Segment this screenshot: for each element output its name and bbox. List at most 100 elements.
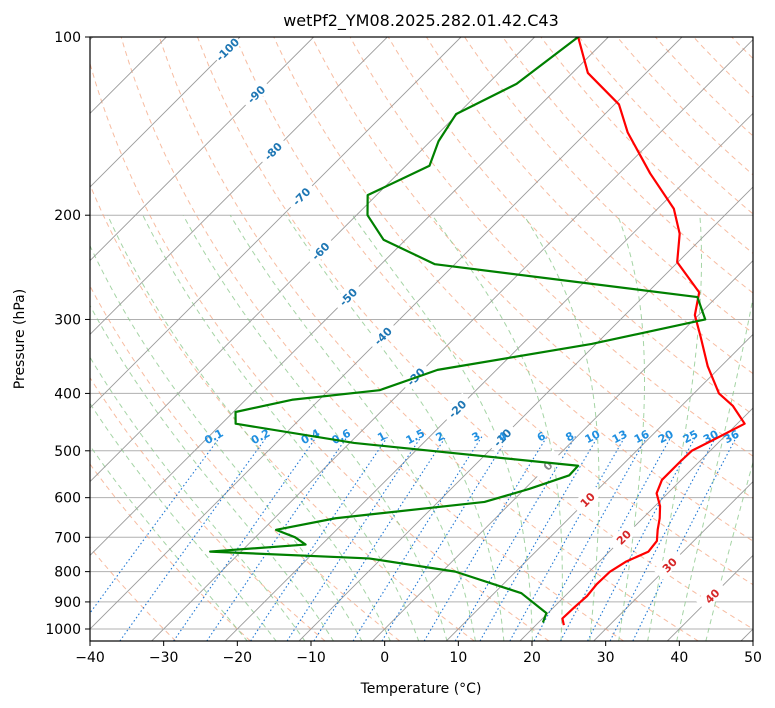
mixing-ratio-line xyxy=(560,436,672,641)
isotherm-line xyxy=(90,37,609,556)
isotherm-label-background xyxy=(399,360,431,392)
mixing-ratio-line xyxy=(173,436,318,641)
y-tick-label: 100 xyxy=(54,30,81,46)
moist-adiabat-line xyxy=(182,214,448,641)
y-tick-label: 900 xyxy=(54,595,81,611)
dry-adiabat-line xyxy=(311,37,753,499)
isotherm-line xyxy=(225,112,753,641)
isotherm-label-background xyxy=(571,483,603,515)
mixing-ratio-label: 16 xyxy=(632,427,652,446)
mixing-ratio-label: 13 xyxy=(610,428,630,447)
mixing-ratio-lines xyxy=(90,436,738,641)
mixing-ratio-line xyxy=(454,436,576,641)
moist-adiabat-line xyxy=(523,214,600,641)
y-tick-label: 400 xyxy=(54,386,81,402)
y-tick-label: 700 xyxy=(54,530,81,546)
x-axis-title: Temperature (°C) xyxy=(360,681,482,697)
mixing-ratio-line xyxy=(250,436,389,641)
mixing-ratio-label: 25 xyxy=(681,428,701,447)
moist-adiabat-line xyxy=(352,214,533,641)
x-tick-label: 10 xyxy=(449,650,467,666)
isotherms xyxy=(90,37,753,641)
mixing-ratio-line xyxy=(286,436,422,641)
mixing-ratio-label: 20 xyxy=(656,427,676,446)
moist-adiabat-line xyxy=(90,304,335,641)
y-tick-label: 500 xyxy=(54,444,81,460)
x-tick-label: −20 xyxy=(223,650,253,666)
dry-adiabat-line xyxy=(90,61,550,641)
y-tick-label: 1000 xyxy=(45,622,81,638)
moist-adiabat-line xyxy=(431,214,563,641)
profile-series xyxy=(209,37,746,626)
mixing-ratio-label: 30 xyxy=(701,427,721,446)
moist-adiabat-line xyxy=(676,295,753,641)
x-tick-label: −10 xyxy=(296,650,326,666)
moist-adiabat-line xyxy=(647,215,703,641)
isotherm-label-background xyxy=(441,392,473,424)
x-tick-label: 20 xyxy=(523,650,541,666)
x-tick-label: −30 xyxy=(149,650,179,666)
x-tick-label: 30 xyxy=(597,650,615,666)
x-axis: −40 −30 −20 −10 0 10 20 30 40 50 xyxy=(75,641,762,666)
isotherm-label-background xyxy=(256,135,288,167)
isotherm-label-background xyxy=(695,579,728,611)
mixing-ratio-line xyxy=(479,436,599,641)
moist-adiabat-line xyxy=(285,214,505,641)
mixing-ratio-line xyxy=(609,436,717,641)
moist-adiabat-line xyxy=(107,215,391,641)
dry-adiabat-line xyxy=(426,37,753,375)
mixing-ratio-line xyxy=(313,436,447,641)
moist-adiabats xyxy=(90,214,753,641)
moist-adiabat-line xyxy=(705,460,753,641)
dry-adiabat-line xyxy=(90,183,475,641)
isotherm-line xyxy=(151,39,753,641)
mixing-ratio-line xyxy=(423,436,548,641)
y-tick-label: 600 xyxy=(54,491,81,507)
temperature-line xyxy=(561,37,746,626)
mixing-ratio-line xyxy=(119,436,268,641)
y-axis: 100 200 300 400 500 600 700 800 900 1000 xyxy=(45,30,90,638)
dry-adiabat-line xyxy=(464,37,753,334)
x-tick-label: 40 xyxy=(670,650,688,666)
moist-adiabat-line xyxy=(90,356,306,641)
isotherm-label-background xyxy=(240,78,272,110)
isotherm-line xyxy=(298,186,753,641)
isotherm-line xyxy=(90,37,314,262)
y-tick-label: 300 xyxy=(54,312,81,328)
isotherm-label-background xyxy=(331,280,364,312)
moist-adiabat-line xyxy=(229,214,476,641)
isotherm-line xyxy=(90,37,241,188)
isotherm-label-background xyxy=(211,37,243,65)
dry-adiabat-line xyxy=(90,285,400,641)
isotherm-label-background xyxy=(486,421,518,453)
y-axis-title: Pressure (hPa) xyxy=(12,289,28,389)
isotherm-line xyxy=(90,37,462,409)
mixing-ratio-line xyxy=(587,436,697,641)
moist-adiabat-line xyxy=(142,214,420,641)
isotherm-label-background xyxy=(653,548,685,580)
dry-adiabat-line xyxy=(90,376,326,641)
isotherm-label-background xyxy=(607,521,639,553)
y-tick-label: 800 xyxy=(54,565,81,581)
mixing-ratio-label: 10 xyxy=(583,427,603,446)
isotherm-label-background xyxy=(366,319,398,351)
dewpoint-line xyxy=(209,37,707,623)
isotherm-line xyxy=(372,260,753,641)
isotherm-line xyxy=(90,37,535,483)
dry-adiabat-line xyxy=(90,546,177,641)
x-tick-label: 50 xyxy=(744,650,762,666)
isotherm-label-background xyxy=(531,449,563,481)
moist-adiabat-line xyxy=(90,244,363,641)
chart-title: wetPf2_YM08.2025.282.01.42.C43 xyxy=(283,11,559,31)
x-tick-label: −40 xyxy=(75,650,105,666)
isotherm-line xyxy=(446,333,753,641)
mixing-ratio-line xyxy=(352,436,483,641)
x-tick-label: 0 xyxy=(380,650,389,666)
mixing-ratio-line xyxy=(509,436,626,641)
isotherm-line xyxy=(90,37,388,335)
moist-adiabat-line xyxy=(90,444,248,641)
dry-adiabats xyxy=(90,37,753,641)
isotherm-label-background xyxy=(285,180,317,212)
